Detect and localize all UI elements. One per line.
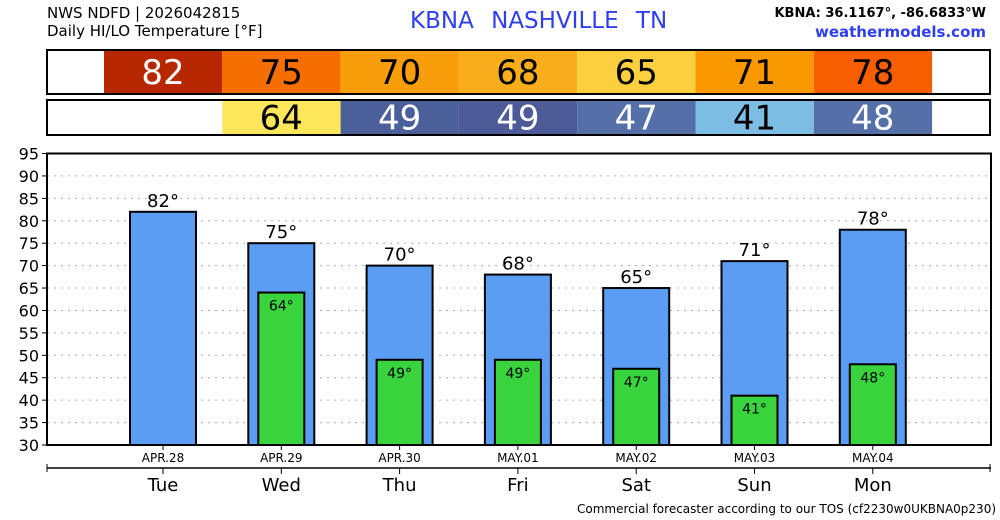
high-label: 75° <box>265 222 297 243</box>
y-tick-label: 65 <box>19 279 39 298</box>
y-tick-label: 95 <box>19 145 39 164</box>
y-tick-label: 45 <box>19 369 39 388</box>
high-bar <box>129 210 197 446</box>
high-strip-cell <box>577 51 696 93</box>
y-tick-label: 55 <box>19 324 39 343</box>
high-label: 70° <box>384 245 416 266</box>
high-strip-cell <box>340 51 459 93</box>
day-label: Tue <box>147 475 179 496</box>
high-strip-cell <box>104 51 223 93</box>
date-label: MAY.03 <box>734 451 776 465</box>
day-label: Wed <box>262 475 301 496</box>
high-strip-cell <box>458 51 578 93</box>
location-title: KBNA NASHVILLE TN <box>410 8 668 34</box>
low-strip-value: 48 <box>851 99 894 139</box>
low-strip-value: 49 <box>496 99 539 139</box>
low-label: 41° <box>742 402 767 418</box>
chart-subtitle: Daily HI/LO Temperature [°F] <box>47 22 263 40</box>
high-strip-cell <box>695 51 814 93</box>
low-strip-value: 41 <box>733 99 776 139</box>
y-tick-label: 35 <box>19 414 39 433</box>
low-bar <box>493 358 542 446</box>
y-tick-label: 85 <box>19 189 39 208</box>
high-strip-value: 70 <box>378 53 421 93</box>
y-tick-label: 40 <box>19 391 39 410</box>
low-strip-cell <box>577 101 696 134</box>
date-label: APR.28 <box>142 451 184 465</box>
high-strip-value: 68 <box>496 53 539 93</box>
low-strip-cell <box>458 101 578 134</box>
low-label: 49° <box>387 366 412 382</box>
footer-note: Commercial forecaster according to our T… <box>577 502 997 516</box>
low-bar <box>848 363 897 446</box>
date-label: APR.30 <box>378 451 420 465</box>
low-strip-cell <box>813 101 933 134</box>
low-strip-cell <box>104 101 223 134</box>
date-label: MAY.04 <box>852 451 894 465</box>
source-label: NWS NDFD | 2026042815 <box>47 4 241 22</box>
low-strip-value: 64 <box>260 99 303 139</box>
high-strip-value: 78 <box>851 53 894 93</box>
day-label: Fri <box>507 475 528 496</box>
low-strip-cell <box>222 101 341 134</box>
site-link[interactable]: weathermodels.com <box>814 23 986 41</box>
y-tick-label: 70 <box>19 257 39 276</box>
high-strip-cell <box>813 51 933 93</box>
low-bar <box>375 358 424 446</box>
date-label: MAY.02 <box>615 451 657 465</box>
y-tick-label: 60 <box>19 301 39 320</box>
high-label: 78° <box>857 209 889 230</box>
high-label: 65° <box>620 267 652 288</box>
low-strip-value: 49 <box>378 99 421 139</box>
day-label: Sun <box>737 475 771 496</box>
low-bar <box>612 367 661 446</box>
low-strip-cell <box>695 101 814 134</box>
y-tick-label: 90 <box>19 167 39 186</box>
y-tick-label: 75 <box>19 234 39 253</box>
low-label: 49° <box>505 366 530 382</box>
date-label: APR.29 <box>260 451 302 465</box>
high-strip-value: 82 <box>141 53 184 93</box>
coordinates: KBNA: 36.1167°, -86.6833°W <box>774 6 986 21</box>
day-label: Mon <box>854 475 892 496</box>
day-label: Thu <box>382 475 417 496</box>
low-label: 48° <box>860 370 885 386</box>
high-strip-value: 75 <box>260 53 303 93</box>
high-strip-value: 65 <box>615 53 658 93</box>
low-bar <box>730 394 779 446</box>
low-strip-value: 47 <box>615 99 658 139</box>
low-bar <box>257 291 306 446</box>
day-label: Sat <box>621 475 651 496</box>
high-label: 82° <box>147 191 179 212</box>
high-label: 68° <box>502 254 534 275</box>
high-strip-value: 71 <box>733 53 776 93</box>
y-tick-label: 80 <box>19 212 39 231</box>
date-label: MAY.01 <box>497 451 539 465</box>
high-strip-cell <box>222 51 341 93</box>
high-label: 71° <box>739 240 771 261</box>
low-label: 47° <box>624 375 649 391</box>
y-tick-label: 30 <box>19 436 39 455</box>
low-strip-cell <box>340 101 459 134</box>
y-tick-label: 50 <box>19 346 39 365</box>
low-label: 64° <box>269 299 294 315</box>
